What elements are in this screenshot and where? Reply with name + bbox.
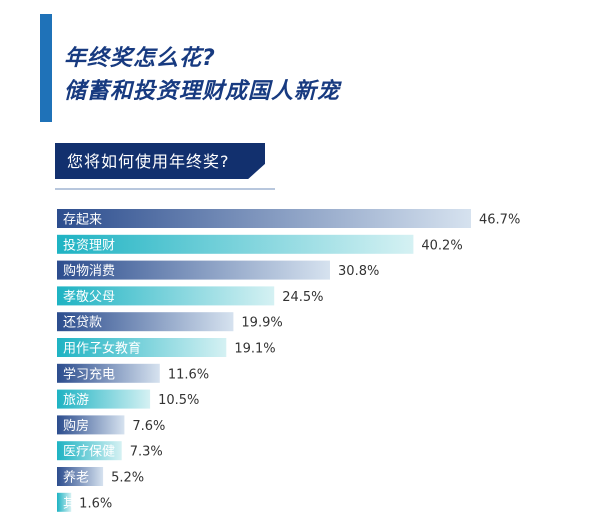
- value-label: 30.8%: [338, 264, 379, 279]
- bar-10: [57, 467, 104, 486]
- category-label: 购物消费: [63, 263, 115, 279]
- value-label: 11.6%: [168, 367, 209, 382]
- category-label: 其他: [63, 496, 89, 511]
- value-label: 46.7%: [479, 213, 520, 228]
- value-label: 1.6%: [79, 496, 112, 511]
- value-label: 19.1%: [234, 342, 275, 357]
- chart-title: 您将如何使用年终奖?: [67, 152, 230, 171]
- page-subtitle: 储蓄和投资理财成国人新宠: [64, 79, 341, 104]
- bar-9: [57, 441, 122, 461]
- value-label: 24.5%: [282, 290, 323, 305]
- bar-5: [57, 338, 227, 357]
- question-banner: [55, 143, 265, 179]
- category-label: 旅游: [63, 393, 89, 408]
- category-label: 存起来: [63, 213, 102, 228]
- bar-11: [57, 492, 72, 512]
- bar-4: [57, 312, 234, 332]
- bar-6: [57, 363, 160, 383]
- category-label: 还贷款: [63, 316, 102, 331]
- category-label: 孝敬父母: [63, 289, 115, 305]
- value-label: 5.2%: [111, 471, 144, 486]
- value-label: 19.9%: [241, 316, 282, 331]
- bar-8: [57, 415, 125, 435]
- category-label: 养老: [63, 470, 89, 486]
- category-label: 投资理财: [63, 237, 115, 253]
- banner-underline: [55, 188, 275, 190]
- value-label: 7.3%: [130, 445, 163, 460]
- page-title: 年终奖怎么花?: [64, 46, 216, 71]
- title-accent-bar: [40, 14, 52, 122]
- bar-0: [57, 209, 471, 228]
- value-label: 40.2%: [421, 238, 462, 253]
- category-label: 医疗保健: [63, 445, 115, 460]
- category-label: 学习充电: [63, 366, 115, 382]
- value-label: 10.5%: [158, 393, 199, 408]
- value-label: 7.6%: [132, 419, 165, 434]
- bar-3: [57, 286, 275, 306]
- bar-2: [57, 260, 330, 280]
- bar-7: [57, 389, 151, 409]
- category-label: 用作子女教育: [63, 341, 141, 357]
- bar-1: [57, 234, 414, 254]
- category-label: 购房: [63, 418, 89, 434]
